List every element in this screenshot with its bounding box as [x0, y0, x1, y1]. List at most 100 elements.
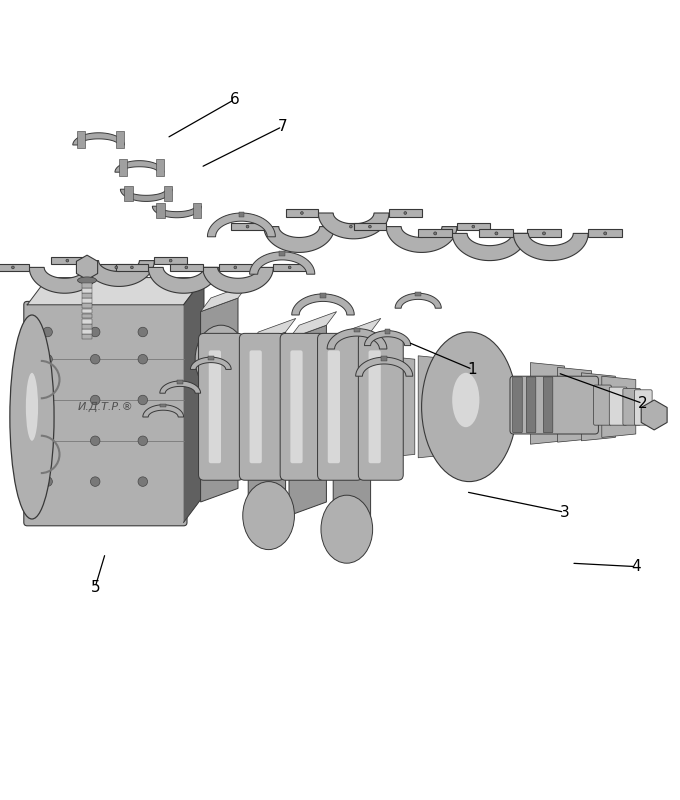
- Circle shape: [369, 226, 371, 228]
- Circle shape: [12, 266, 14, 269]
- Circle shape: [234, 266, 237, 269]
- Polygon shape: [318, 213, 389, 239]
- Bar: [124, 186, 133, 202]
- Bar: [156, 202, 165, 218]
- FancyBboxPatch shape: [154, 257, 187, 264]
- FancyBboxPatch shape: [335, 223, 367, 230]
- FancyBboxPatch shape: [328, 350, 340, 463]
- Circle shape: [90, 436, 100, 446]
- Polygon shape: [418, 356, 452, 458]
- Circle shape: [90, 395, 100, 405]
- Polygon shape: [327, 329, 387, 349]
- FancyBboxPatch shape: [623, 389, 641, 425]
- Bar: [77, 130, 85, 149]
- Text: 1: 1: [468, 362, 477, 377]
- FancyBboxPatch shape: [457, 223, 490, 230]
- FancyBboxPatch shape: [526, 377, 536, 433]
- Bar: [415, 292, 421, 296]
- Text: 5: 5: [90, 579, 100, 594]
- Circle shape: [138, 354, 148, 364]
- Bar: [381, 357, 387, 361]
- Bar: [320, 293, 326, 298]
- Circle shape: [138, 436, 148, 446]
- Polygon shape: [248, 332, 286, 536]
- Polygon shape: [27, 278, 204, 305]
- Polygon shape: [395, 294, 441, 308]
- Polygon shape: [152, 206, 201, 218]
- FancyBboxPatch shape: [479, 230, 513, 238]
- Circle shape: [301, 212, 303, 214]
- Polygon shape: [581, 373, 615, 441]
- Circle shape: [115, 266, 118, 269]
- FancyBboxPatch shape: [116, 264, 148, 271]
- Polygon shape: [452, 234, 527, 261]
- Ellipse shape: [10, 315, 54, 519]
- Circle shape: [434, 232, 437, 235]
- Polygon shape: [84, 261, 154, 286]
- Circle shape: [138, 477, 148, 486]
- FancyBboxPatch shape: [290, 350, 303, 463]
- Ellipse shape: [195, 325, 247, 393]
- Circle shape: [495, 232, 498, 235]
- Circle shape: [66, 259, 69, 262]
- Circle shape: [90, 477, 100, 486]
- FancyBboxPatch shape: [170, 264, 203, 271]
- FancyBboxPatch shape: [609, 387, 627, 425]
- FancyBboxPatch shape: [82, 314, 92, 318]
- FancyBboxPatch shape: [286, 210, 318, 217]
- FancyBboxPatch shape: [100, 264, 133, 271]
- Circle shape: [604, 232, 607, 235]
- FancyBboxPatch shape: [82, 298, 92, 303]
- Ellipse shape: [78, 277, 97, 284]
- Bar: [193, 202, 201, 218]
- Ellipse shape: [452, 373, 479, 427]
- FancyBboxPatch shape: [273, 264, 306, 271]
- FancyBboxPatch shape: [82, 334, 92, 339]
- Polygon shape: [184, 278, 204, 522]
- FancyBboxPatch shape: [634, 390, 652, 425]
- Circle shape: [138, 327, 148, 337]
- Text: 7: 7: [277, 119, 287, 134]
- FancyBboxPatch shape: [418, 230, 452, 238]
- Polygon shape: [452, 359, 486, 454]
- Bar: [208, 356, 214, 360]
- Bar: [239, 212, 244, 217]
- Circle shape: [90, 327, 100, 337]
- Polygon shape: [364, 352, 398, 461]
- FancyBboxPatch shape: [209, 350, 221, 463]
- Polygon shape: [29, 267, 100, 294]
- Text: 6: 6: [230, 92, 239, 107]
- Circle shape: [246, 226, 249, 228]
- FancyBboxPatch shape: [510, 376, 598, 434]
- Polygon shape: [207, 213, 275, 237]
- Polygon shape: [289, 325, 326, 515]
- FancyBboxPatch shape: [82, 324, 92, 329]
- FancyBboxPatch shape: [51, 257, 84, 264]
- FancyBboxPatch shape: [527, 230, 561, 238]
- Bar: [119, 158, 127, 176]
- Ellipse shape: [321, 495, 373, 563]
- Polygon shape: [203, 267, 273, 294]
- Bar: [156, 158, 164, 176]
- Circle shape: [43, 354, 52, 364]
- Bar: [385, 330, 390, 334]
- Polygon shape: [201, 284, 248, 312]
- Circle shape: [43, 477, 52, 486]
- Bar: [279, 251, 285, 256]
- Bar: [160, 404, 166, 407]
- FancyBboxPatch shape: [280, 334, 325, 480]
- Bar: [354, 328, 360, 332]
- Circle shape: [90, 354, 100, 364]
- FancyBboxPatch shape: [82, 294, 92, 298]
- Text: И.Д.Т.Р.®: И.Д.Т.Р.®: [78, 402, 133, 412]
- Polygon shape: [558, 367, 592, 442]
- Circle shape: [43, 395, 52, 405]
- Ellipse shape: [422, 332, 517, 482]
- Circle shape: [350, 226, 352, 228]
- Polygon shape: [201, 298, 238, 502]
- Polygon shape: [148, 267, 219, 294]
- Circle shape: [131, 266, 133, 269]
- Text: 4: 4: [631, 559, 641, 574]
- FancyBboxPatch shape: [354, 223, 386, 230]
- Polygon shape: [530, 362, 564, 444]
